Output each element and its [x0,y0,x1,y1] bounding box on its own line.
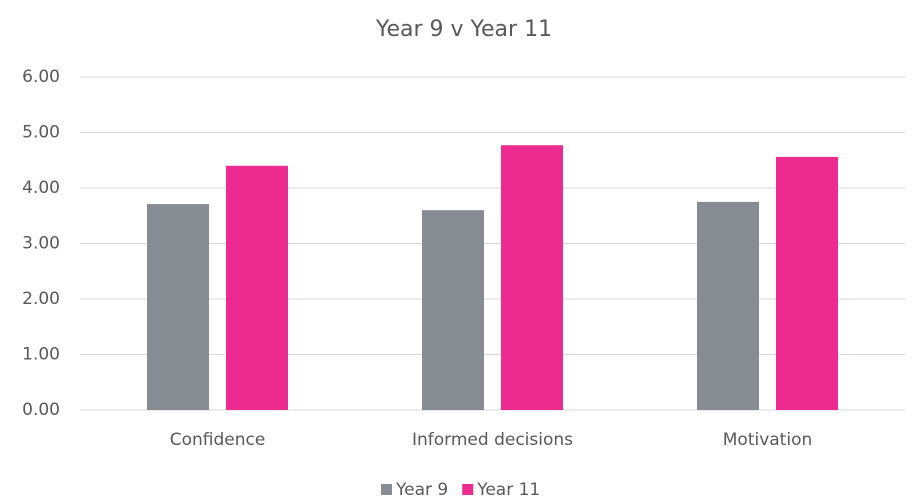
y-tick-label: 2.00 [22,289,60,309]
bar [422,210,484,410]
bar [226,165,288,410]
legend-swatch [462,484,474,495]
legend-label: Year 11 [476,480,540,500]
y-tick-label: 1.00 [22,345,60,365]
bar [501,145,563,410]
y-tick-label: 3.00 [22,234,60,254]
bar [697,201,759,410]
y-tick-label: 4.00 [22,178,60,198]
bar [776,156,838,410]
y-tick-label: 5.00 [22,123,60,143]
legend-label: Year 9 [395,480,448,500]
x-tick-label: Informed decisions [412,430,573,450]
y-tick-label: 0.00 [22,400,60,420]
legend-swatch [381,484,392,495]
chart-title: Year 9 v Year 11 [375,17,552,42]
y-tick-label: 6.00 [22,67,60,87]
x-tick-label: Confidence [170,430,266,450]
x-tick-label: Motivation [723,430,813,450]
bar [147,204,209,410]
